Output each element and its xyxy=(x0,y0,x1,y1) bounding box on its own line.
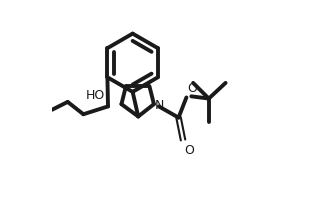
Text: O: O xyxy=(184,144,194,157)
Text: O: O xyxy=(188,82,197,95)
Text: HO: HO xyxy=(85,89,105,102)
Text: N: N xyxy=(155,99,164,112)
